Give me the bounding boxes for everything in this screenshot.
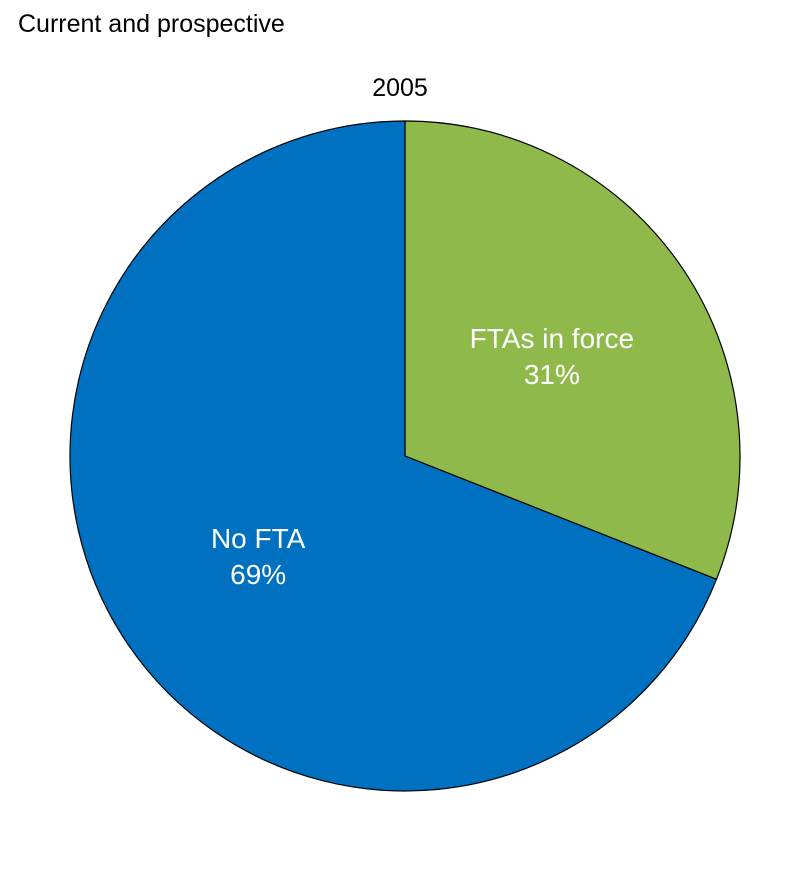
chart-subtitle: Current and prospective (18, 10, 285, 38)
slice-label-value-no-fta: 69% (230, 559, 286, 590)
slice-label-name-ftas-in-force: FTAs in force (470, 323, 634, 354)
slice-label-value-ftas-in-force: 31% (524, 359, 580, 390)
pie-slice-no-fta (69, 120, 718, 792)
slice-label-name-no-fta: No FTA (211, 523, 306, 554)
chart-title: 2005 (372, 74, 428, 102)
pie-slice-ftas-in-force (404, 120, 741, 581)
